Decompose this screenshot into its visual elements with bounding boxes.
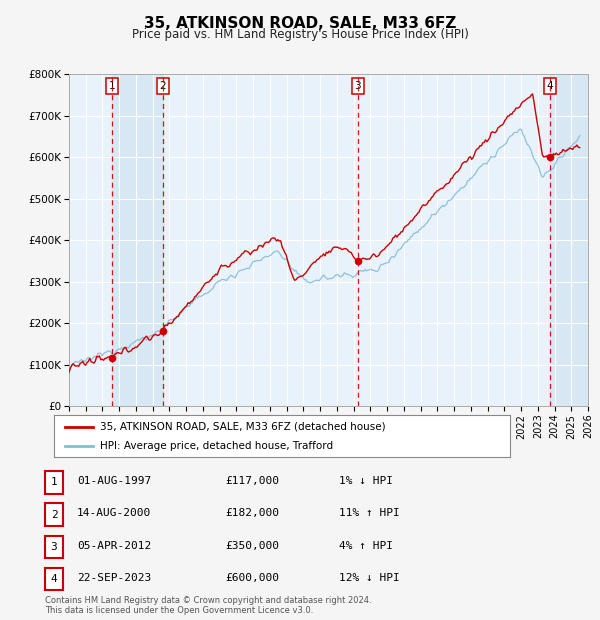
Text: 1: 1	[109, 81, 116, 91]
Text: 22-SEP-2023: 22-SEP-2023	[77, 573, 151, 583]
Text: 3: 3	[355, 81, 361, 91]
Text: Contains HM Land Registry data © Crown copyright and database right 2024.
This d: Contains HM Land Registry data © Crown c…	[45, 596, 371, 615]
Text: 35, ATKINSON ROAD, SALE, M33 6FZ: 35, ATKINSON ROAD, SALE, M33 6FZ	[144, 16, 456, 30]
Text: 12% ↓ HPI: 12% ↓ HPI	[339, 573, 400, 583]
Text: 4: 4	[547, 81, 553, 91]
Text: £600,000: £600,000	[225, 573, 279, 583]
Bar	[550, 74, 588, 406]
Text: 01-AUG-1997: 01-AUG-1997	[77, 476, 151, 486]
Text: 2: 2	[160, 81, 166, 91]
Text: Price paid vs. HM Land Registry's House Price Index (HPI): Price paid vs. HM Land Registry's House …	[131, 28, 469, 41]
Text: 3: 3	[50, 542, 58, 552]
Text: £117,000: £117,000	[225, 476, 279, 486]
Text: 4% ↑ HPI: 4% ↑ HPI	[339, 541, 393, 551]
Text: 14-AUG-2000: 14-AUG-2000	[77, 508, 151, 518]
Text: 2: 2	[50, 510, 58, 520]
Bar	[112, 74, 163, 406]
Text: HPI: Average price, detached house, Trafford: HPI: Average price, detached house, Traf…	[100, 441, 333, 451]
Text: 35, ATKINSON ROAD, SALE, M33 6FZ (detached house): 35, ATKINSON ROAD, SALE, M33 6FZ (detach…	[100, 422, 385, 432]
Text: £350,000: £350,000	[225, 541, 279, 551]
Text: 4: 4	[50, 574, 58, 584]
Text: 11% ↑ HPI: 11% ↑ HPI	[339, 508, 400, 518]
Text: 05-APR-2012: 05-APR-2012	[77, 541, 151, 551]
Text: 1: 1	[50, 477, 58, 487]
Text: £182,000: £182,000	[225, 508, 279, 518]
Text: 1% ↓ HPI: 1% ↓ HPI	[339, 476, 393, 486]
